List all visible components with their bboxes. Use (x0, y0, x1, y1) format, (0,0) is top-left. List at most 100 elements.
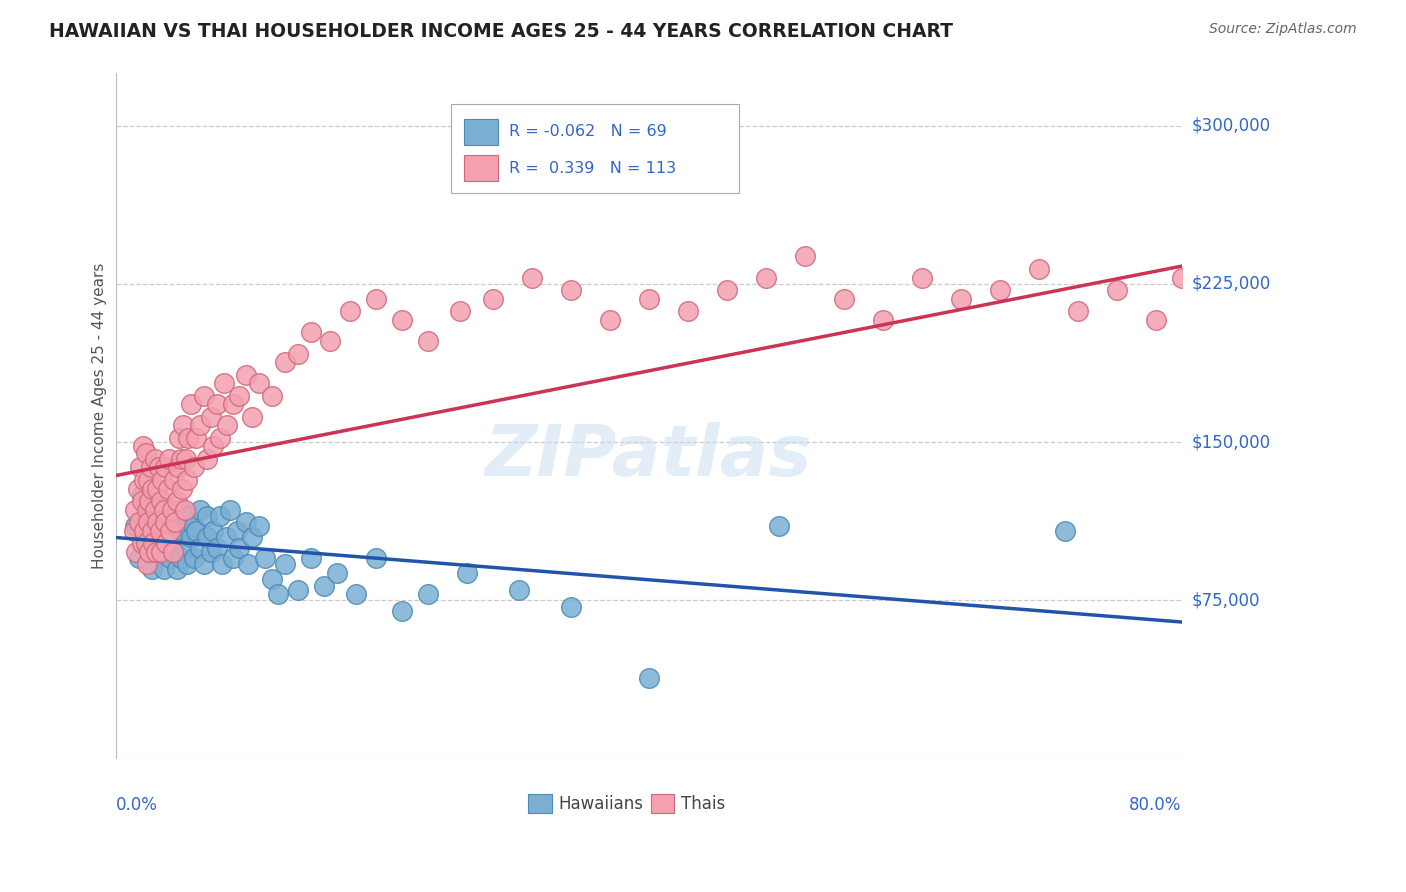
Point (676, 304, 699, 318)
Text: Thais: Thais (681, 796, 725, 814)
Text: Source: ZipAtlas.com: Source: ZipAtlas.com (1209, 22, 1357, 37)
Point (143, 452, 166, 467)
Point (128, 516, 150, 530)
Point (160, 502, 183, 516)
Point (143, 502, 166, 516)
Point (1066, 304, 1088, 318)
Point (205, 541, 228, 555)
Point (1197, 283, 1219, 297)
Point (169, 452, 191, 467)
Point (136, 516, 159, 530)
Point (1028, 262, 1050, 277)
Point (152, 473, 174, 487)
Point (217, 418, 239, 433)
FancyBboxPatch shape (651, 794, 675, 814)
Point (163, 536, 186, 550)
FancyBboxPatch shape (451, 103, 740, 193)
Point (135, 536, 157, 550)
Point (169, 431, 191, 445)
Point (180, 530, 202, 544)
FancyBboxPatch shape (529, 794, 551, 814)
Point (1105, 283, 1128, 297)
Point (136, 541, 159, 555)
Point (599, 312, 621, 326)
Point (240, 530, 263, 544)
Point (200, 409, 222, 424)
Point (716, 283, 738, 297)
Text: Hawaiians: Hawaiians (558, 796, 643, 814)
Point (202, 524, 225, 538)
Point (174, 452, 197, 467)
Point (127, 482, 149, 496)
Point (156, 482, 179, 496)
Point (163, 473, 186, 487)
Point (299, 551, 322, 566)
Text: $225,000: $225,000 (1192, 275, 1271, 293)
Point (1236, 292, 1258, 306)
Point (135, 502, 157, 516)
Point (195, 452, 218, 467)
Point (188, 541, 211, 555)
Point (128, 551, 150, 566)
Point (755, 270, 778, 285)
Point (149, 524, 172, 538)
Point (208, 508, 231, 523)
Point (176, 473, 198, 487)
Point (449, 304, 471, 318)
Point (170, 482, 193, 496)
Point (124, 519, 146, 533)
Point (131, 536, 153, 550)
Point (1288, 270, 1310, 285)
Point (228, 541, 250, 555)
Point (1249, 312, 1271, 326)
Point (508, 582, 530, 597)
Point (1184, 292, 1206, 306)
Point (208, 431, 231, 445)
Point (215, 530, 238, 544)
Text: R = -0.062   N = 69: R = -0.062 N = 69 (509, 125, 666, 139)
Point (159, 524, 181, 538)
Point (167, 460, 190, 475)
Point (1053, 524, 1076, 538)
Point (212, 376, 235, 390)
Point (1274, 304, 1296, 318)
Point (235, 368, 257, 382)
Point (560, 599, 582, 614)
Point (481, 292, 503, 306)
Point (1222, 262, 1244, 277)
Point (125, 545, 148, 559)
Point (135, 558, 157, 572)
Point (141, 482, 163, 496)
Point (150, 508, 173, 523)
Point (129, 460, 152, 475)
Point (221, 551, 243, 566)
Point (132, 439, 155, 453)
Point (176, 558, 198, 572)
Point (134, 524, 156, 538)
Point (1340, 277, 1362, 291)
Point (832, 292, 855, 306)
Point (131, 494, 153, 508)
Point (1170, 270, 1192, 285)
Point (287, 582, 309, 597)
Point (153, 516, 176, 530)
Point (136, 508, 159, 523)
Point (456, 566, 478, 580)
Point (364, 551, 387, 566)
Point (166, 494, 188, 508)
Point (225, 524, 247, 538)
Point (273, 355, 295, 369)
Point (173, 502, 195, 516)
Point (172, 524, 194, 538)
Point (202, 439, 225, 453)
Point (141, 562, 163, 576)
Text: 0.0%: 0.0% (115, 797, 157, 814)
Point (156, 502, 179, 516)
Point (150, 545, 173, 559)
Point (143, 524, 166, 538)
Point (221, 397, 243, 411)
Point (122, 524, 145, 538)
Point (183, 460, 205, 475)
Point (254, 551, 277, 566)
Point (364, 292, 387, 306)
